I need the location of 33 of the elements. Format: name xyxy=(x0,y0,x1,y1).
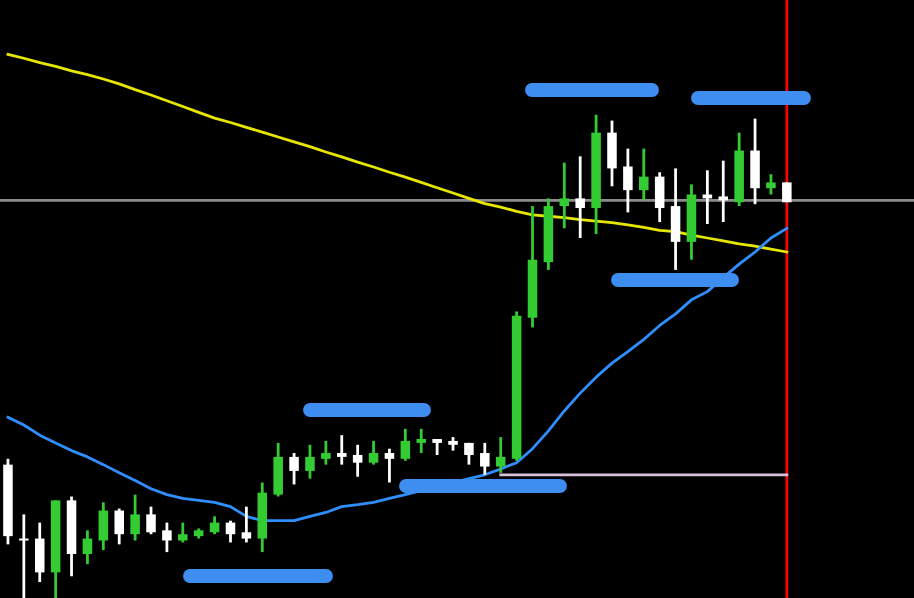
candlestick xyxy=(257,481,268,554)
candlestick xyxy=(114,507,124,546)
candlestick xyxy=(400,427,411,463)
candlestick xyxy=(480,441,490,477)
candlestick xyxy=(289,451,299,486)
candlestick xyxy=(336,433,347,467)
candlestick xyxy=(178,521,188,544)
candlestick xyxy=(654,170,665,224)
candlestick xyxy=(623,147,633,214)
candlestick xyxy=(82,528,93,566)
candlestick xyxy=(750,117,760,206)
candlestick xyxy=(130,493,140,542)
candlestick xyxy=(162,521,172,554)
candlestick xyxy=(34,521,45,584)
candlestick xyxy=(766,172,776,196)
candlestick xyxy=(670,167,681,272)
candlestick xyxy=(305,443,315,481)
candlestick xyxy=(575,154,585,240)
candlestick xyxy=(146,505,156,536)
candlestick xyxy=(273,441,283,498)
candlestick xyxy=(639,147,649,202)
candlestick xyxy=(384,447,395,484)
candlestick xyxy=(607,119,617,188)
candlestick xyxy=(368,439,379,467)
candlestick xyxy=(495,435,506,475)
candlestick xyxy=(98,500,109,552)
candlestick xyxy=(241,505,252,544)
candlestick xyxy=(352,443,363,479)
candlestick xyxy=(416,427,426,455)
candlestick xyxy=(559,161,570,230)
candlestick xyxy=(686,182,697,262)
candlestick xyxy=(718,159,729,224)
candlestick xyxy=(321,439,331,467)
